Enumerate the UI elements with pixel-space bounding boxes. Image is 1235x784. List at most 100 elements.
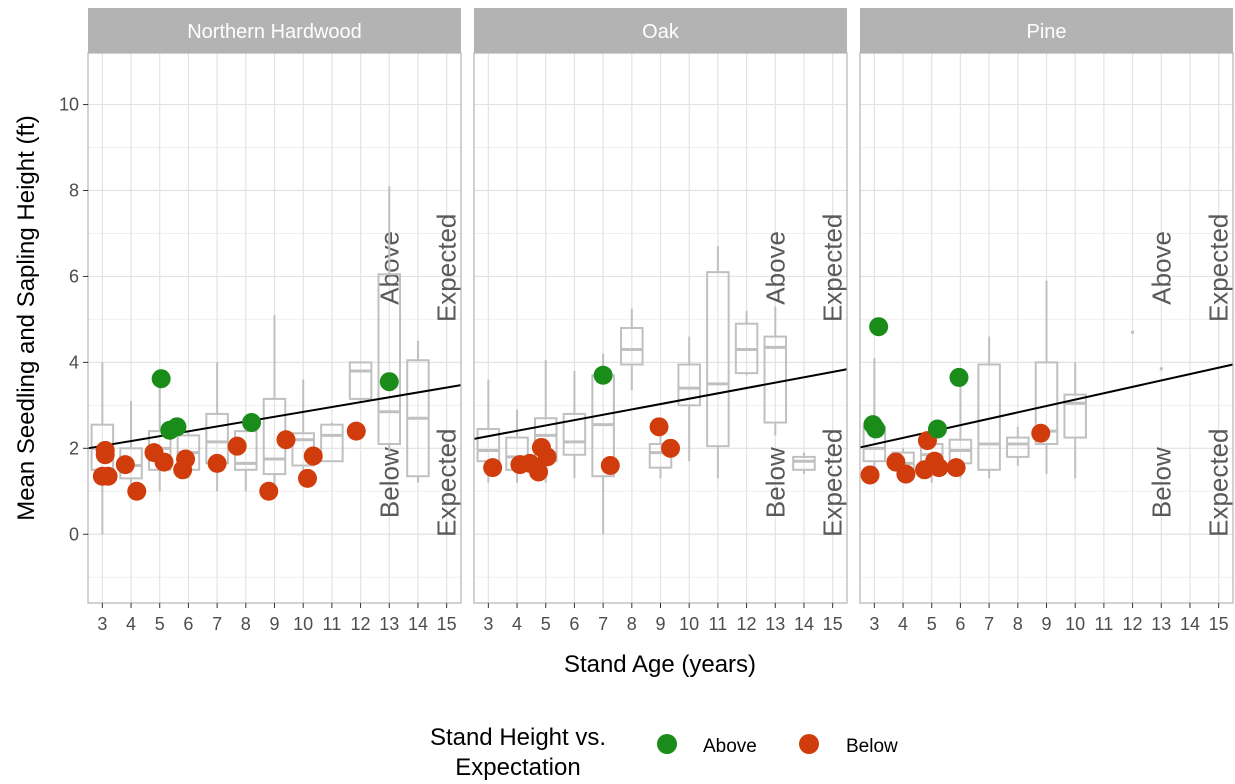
y-tick-label: 6 bbox=[69, 266, 79, 286]
data-point-above bbox=[167, 417, 187, 437]
x-tick-label: 7 bbox=[212, 614, 222, 634]
x-tick-label: 11 bbox=[323, 614, 342, 634]
x-axis-title: Stand Age (years) bbox=[564, 651, 756, 678]
boxplot bbox=[377, 186, 402, 453]
legend-label-above: Above bbox=[703, 736, 757, 757]
x-tick-label: 10 bbox=[1065, 614, 1085, 634]
annotation-above: Above bbox=[760, 231, 790, 305]
boxplot bbox=[706, 246, 730, 479]
data-point-below bbox=[860, 465, 880, 485]
trend-line bbox=[473, 368, 848, 440]
data-point-below bbox=[276, 430, 296, 450]
y-tick-label: 2 bbox=[69, 438, 79, 458]
facet-strip bbox=[860, 8, 1233, 53]
boxplot bbox=[348, 361, 373, 402]
facet-title: Northern Hardwood bbox=[187, 21, 362, 43]
data-point-below bbox=[946, 458, 966, 478]
y-tick-label: 0 bbox=[69, 524, 79, 544]
box bbox=[562, 412, 587, 456]
boxplot bbox=[119, 401, 143, 492]
data-point-above bbox=[242, 413, 262, 433]
boxplot bbox=[620, 308, 644, 391]
boxplot bbox=[792, 452, 816, 475]
data-point-below bbox=[661, 438, 681, 458]
legend-key-above bbox=[657, 734, 677, 754]
annotation-below-expected: Expected bbox=[818, 428, 848, 536]
data-point-below bbox=[600, 456, 620, 475]
data-point-above bbox=[949, 367, 969, 387]
data-point-below bbox=[259, 481, 279, 501]
x-tick-label: 4 bbox=[126, 614, 136, 634]
x-tick-label: 14 bbox=[794, 614, 814, 634]
y-tick-label: 4 bbox=[69, 352, 79, 372]
box bbox=[377, 273, 402, 446]
data-point-below bbox=[529, 462, 549, 482]
x-tick-label: 15 bbox=[823, 614, 843, 634]
y-tick-label: 8 bbox=[69, 181, 79, 201]
box bbox=[677, 363, 701, 407]
data-point-below bbox=[98, 466, 118, 486]
data-point-above bbox=[869, 317, 889, 337]
data-point-below bbox=[95, 440, 115, 460]
box bbox=[1063, 393, 1087, 439]
x-tick-label: 13 bbox=[379, 614, 399, 634]
x-tick-label: 9 bbox=[655, 614, 665, 634]
boxplot bbox=[1006, 426, 1030, 466]
x-tick-label: 5 bbox=[155, 614, 165, 634]
trend-line bbox=[87, 384, 462, 450]
x-tick-label: 8 bbox=[1013, 614, 1023, 634]
x-tick-label: 13 bbox=[765, 614, 785, 634]
x-tick-label: 15 bbox=[1209, 614, 1229, 634]
x-tick-label: 3 bbox=[483, 614, 493, 634]
data-point-above bbox=[866, 419, 886, 439]
x-tick-label: 11 bbox=[709, 614, 728, 634]
x-tick-label: 13 bbox=[1151, 614, 1171, 634]
annotation-above: Above bbox=[1146, 231, 1176, 305]
data-point-below bbox=[115, 455, 135, 475]
x-tick-label: 3 bbox=[869, 614, 879, 634]
x-tick-label: 10 bbox=[293, 614, 313, 634]
x-tick-label: 12 bbox=[1123, 614, 1143, 634]
facet-strip bbox=[474, 8, 847, 53]
annotation-below: Below bbox=[760, 447, 790, 518]
legend-title-line2: Expectation bbox=[455, 754, 580, 781]
annotation-below: Below bbox=[1146, 447, 1176, 518]
x-tick-label: 12 bbox=[351, 614, 371, 634]
x-tick-label: 9 bbox=[1041, 614, 1051, 634]
x-tick-label: 4 bbox=[898, 614, 908, 634]
x-tick-label: 14 bbox=[408, 614, 428, 634]
y-tick-label: 10 bbox=[59, 95, 79, 115]
facet-title: Pine bbox=[1026, 21, 1066, 43]
box bbox=[792, 455, 816, 471]
annotation-above-expected: Expected bbox=[432, 214, 462, 322]
data-point-below bbox=[297, 468, 317, 488]
x-tick-label: 15 bbox=[437, 614, 457, 634]
data-point-above bbox=[593, 365, 613, 385]
data-point-below bbox=[537, 447, 557, 467]
box bbox=[763, 335, 788, 424]
boxplot bbox=[320, 422, 344, 463]
x-tick-label: 5 bbox=[927, 614, 937, 634]
data-point-above bbox=[151, 369, 171, 389]
annotation-below-expected: Expected bbox=[1204, 428, 1234, 536]
box bbox=[348, 361, 373, 400]
x-tick-label: 12 bbox=[737, 614, 757, 634]
legend: Stand Height vs. Expectation Above Below bbox=[430, 724, 898, 781]
data-point-above bbox=[927, 419, 947, 439]
box bbox=[1006, 436, 1030, 458]
annotation-above-expected: Expected bbox=[1204, 214, 1234, 322]
x-tick-label: 14 bbox=[1180, 614, 1200, 634]
annotation-above-expected: Expected bbox=[818, 214, 848, 322]
x-tick-label: 6 bbox=[569, 614, 579, 634]
facet-title: Oak bbox=[642, 21, 680, 43]
box bbox=[706, 271, 730, 448]
x-tick-label: 6 bbox=[183, 614, 193, 634]
data-point-below bbox=[649, 417, 669, 437]
annotation-below: Below bbox=[374, 447, 404, 518]
data-point-below bbox=[929, 458, 949, 478]
panel-3: Pine Above Expected Below Expected 3 4 5 6 7 8 9 10 1… bbox=[859, 8, 1234, 634]
x-tick-label: 9 bbox=[269, 614, 279, 634]
facet-strip bbox=[88, 8, 461, 53]
data-point-below bbox=[227, 436, 247, 456]
